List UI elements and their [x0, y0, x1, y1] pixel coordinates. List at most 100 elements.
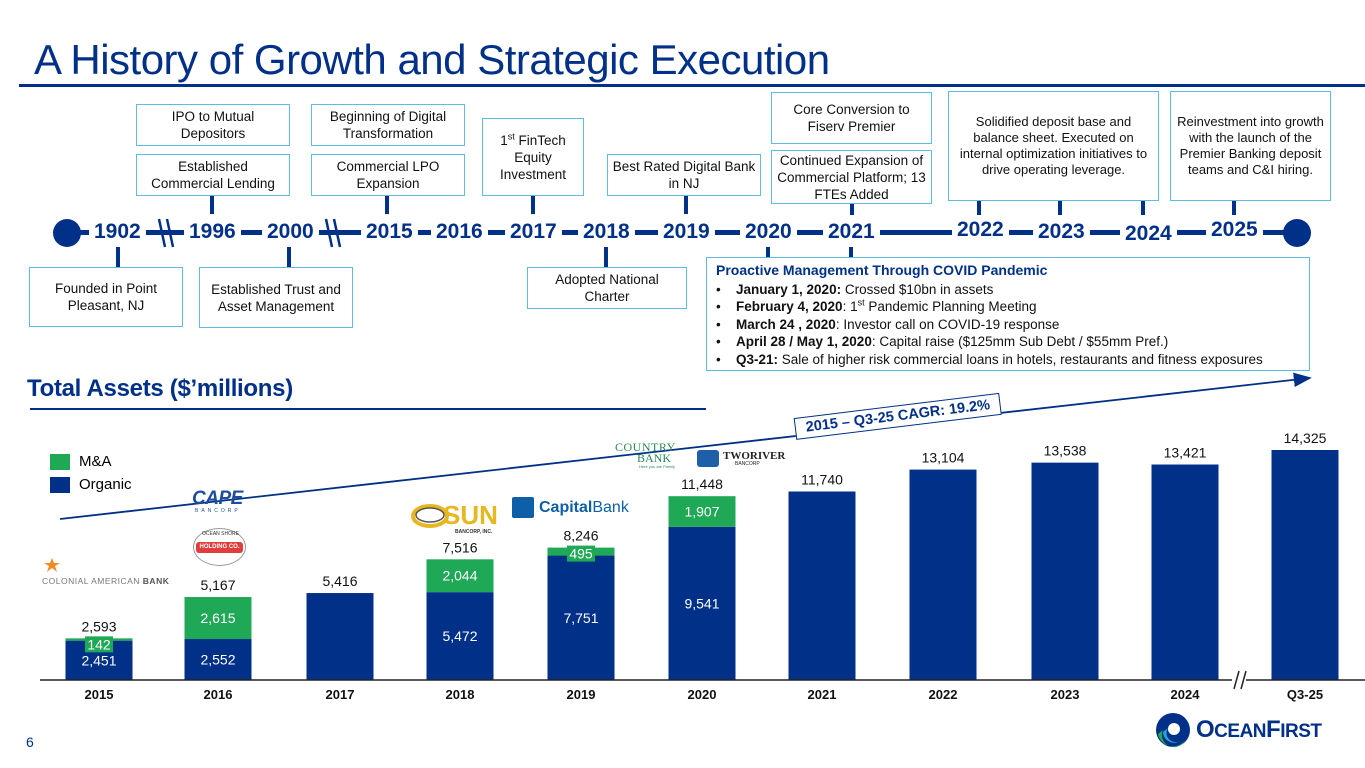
event-text: Founded in Point Pleasant, NJ	[54, 281, 158, 313]
timeline-event: Founded in Point Pleasant, NJ	[29, 267, 183, 327]
timeline-event: IPO to Mutual Depositors	[136, 104, 290, 146]
total-label: 13,421	[1164, 445, 1207, 461]
mna-label-bg	[85, 636, 113, 653]
x-tick-label: 2016	[204, 687, 233, 702]
organic-value-label: 2,552	[200, 652, 235, 668]
page-title: A History of Growth and Strategic Execut…	[34, 36, 830, 83]
timeline-tick	[977, 200, 981, 215]
x-tick-label: 2019	[567, 687, 596, 702]
timeline-year: 1902	[89, 219, 146, 245]
covid-box: Proactive Management Through COVID Pande…	[706, 257, 1310, 371]
timeline-event: Continued Expansion of Commercial Platfo…	[771, 150, 932, 204]
ocean-shore-logo: HOLDING CO. OCEAN SHORE	[193, 528, 246, 566]
mna-label-bg	[567, 545, 595, 562]
timeline-tick	[1141, 200, 1145, 215]
timeline-tick	[1058, 200, 1062, 215]
bar-organic	[668, 526, 736, 680]
legend-label: Organic	[79, 476, 132, 493]
organic-value-label: 9,541	[684, 595, 719, 611]
timeline-year: 2021	[823, 219, 880, 245]
covid-item-date: February 4, 2020	[736, 299, 843, 314]
timeline-tick	[531, 195, 535, 214]
timeline-event: Established Commercial Lending	[136, 154, 290, 196]
x-tick-label: 2021	[808, 687, 837, 702]
mna-value-label: 1,907	[684, 504, 719, 520]
timeline-year: 2020	[740, 219, 797, 245]
bar-organic	[909, 469, 977, 680]
title-divider	[19, 84, 1365, 87]
timeline-year: 2017	[505, 219, 562, 245]
x-tick-label: 2022	[929, 687, 958, 702]
covid-item: • January 1, 2020: Crossed $10bn in asset…	[716, 281, 1300, 299]
total-label: 11,740	[801, 472, 843, 488]
page-number: 6	[26, 734, 34, 750]
legend-item-mna: M&A	[50, 450, 132, 473]
timeline-year: 2019	[658, 219, 715, 245]
bullet: •	[716, 281, 721, 297]
timeline-tick	[210, 195, 214, 214]
timeline-year: 2000	[262, 219, 319, 245]
chart-legend: M&A Organic	[50, 450, 132, 496]
chart-title-divider	[30, 408, 706, 410]
timeline-year: 2022	[952, 217, 1009, 243]
timeline-tick	[287, 247, 291, 268]
covid-item: • Q3-21: Sale of higher risk commercial l…	[716, 351, 1300, 369]
bullet: •	[716, 299, 721, 314]
timeline-year: 2016	[431, 219, 488, 245]
covid-item-text: : 1	[842, 299, 858, 314]
bar-organic	[1271, 450, 1339, 680]
bullet: •	[716, 334, 721, 349]
timeline-year: 1996	[184, 219, 241, 245]
total-label: 5,416	[322, 573, 357, 589]
timeline-year: 2018	[578, 219, 635, 245]
timeline-year: 2023	[1033, 219, 1090, 245]
event-text: Established Commercial Lending	[151, 159, 275, 191]
covid-item-date: April 28 / May 1, 2020	[736, 334, 872, 349]
bar-organic	[1031, 462, 1099, 680]
legend-swatch	[50, 453, 70, 470]
bar-mna	[426, 559, 494, 593]
covid-item-date: Q3-21:	[736, 351, 779, 367]
x-tick-label: Q3-25	[1287, 687, 1323, 702]
x-tick-label: 2023	[1051, 687, 1080, 702]
x-tick-label: 2024	[1171, 687, 1201, 702]
total-label: 13,538	[1044, 443, 1087, 459]
timeline-tick	[385, 195, 389, 214]
timeline-tick	[766, 247, 770, 257]
total-label: 5,167	[200, 577, 235, 593]
total-label: 14,325	[1284, 430, 1327, 446]
brand-text: O	[1196, 716, 1215, 743]
timeline-event: Solidified deposit base and balance shee…	[948, 91, 1159, 201]
mna-value-label: 142	[87, 636, 111, 652]
covid-title: Proactive Management Through COVID Pande…	[716, 262, 1048, 278]
legend-swatch	[50, 476, 70, 493]
timeline-tick	[850, 204, 854, 215]
event-text: Best Rated Digital Bank in NJ	[612, 159, 756, 191]
timeline-tick	[849, 247, 853, 257]
timeline-event: Beginning of Digital Transformation	[311, 104, 465, 146]
bar-organic	[184, 639, 252, 680]
event-text: Established Trust and Asset Management	[211, 281, 341, 314]
brand-text: F	[1266, 716, 1281, 743]
timeline-event: Best Rated Digital Bank in NJ	[607, 154, 761, 196]
total-label: 11,448	[681, 476, 723, 492]
axis-break-icon	[1232, 670, 1247, 690]
bar-mna	[184, 597, 252, 640]
organic-value-label: 5,472	[442, 628, 477, 644]
timeline-event: Established Trust and Asset Management	[199, 267, 353, 328]
sun-ring-icon	[411, 504, 449, 528]
event-text-prefix: 1	[500, 132, 508, 148]
x-tick-label: 2015	[85, 687, 114, 702]
covid-item-date: March 24 , 2020	[736, 316, 836, 332]
x-tick-label: 2018	[446, 687, 475, 702]
bar-organic	[1151, 464, 1219, 680]
bar-organic	[547, 555, 615, 680]
timeline-tick	[684, 195, 688, 214]
bar-organic	[426, 592, 494, 680]
legend-label: M&A	[79, 453, 112, 470]
timeline-event: Core Conversion to Fiserv Premier	[771, 92, 932, 144]
event-text: Reinvestment into growth with the launch…	[1177, 114, 1324, 177]
event-text: Core Conversion to Fiserv Premier	[793, 102, 910, 134]
oceanfirst-wave-icon	[1156, 713, 1190, 748]
